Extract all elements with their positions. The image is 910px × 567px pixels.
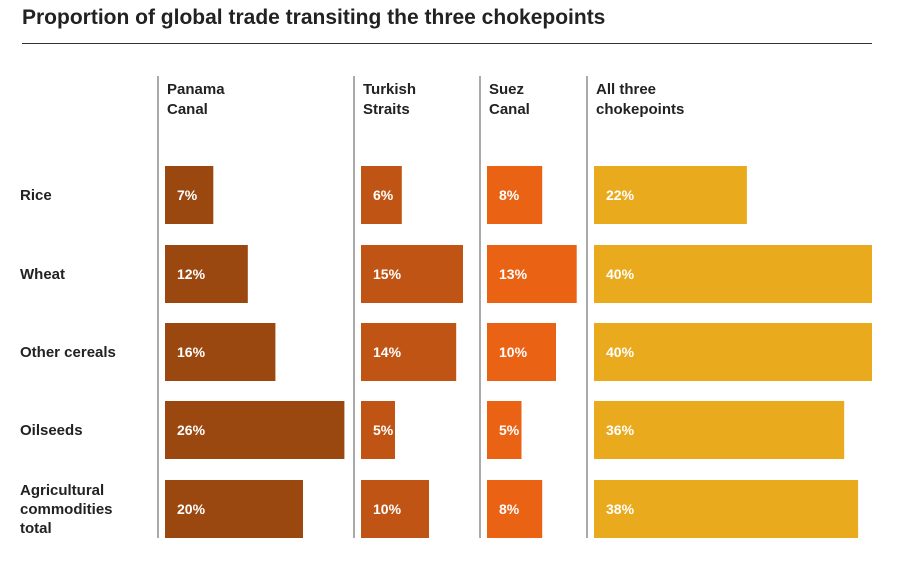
row-label-wheat: Wheat xyxy=(20,266,65,283)
value-label-suez-canal-rice: 8% xyxy=(499,187,520,203)
row-label-oilseeds: Oilseeds xyxy=(20,422,83,439)
bar-turkish-straits-other-cereals xyxy=(361,323,457,381)
bar-turkish-straits-wheat xyxy=(361,245,463,303)
bar-all-three-chokepoints-oilseeds xyxy=(594,401,845,459)
row-label-rice: Rice xyxy=(20,187,52,204)
bar-all-three-chokepoints-rice xyxy=(594,166,747,224)
chart-title: Proportion of global trade transiting th… xyxy=(22,6,606,29)
value-label-suez-canal-other-cereals: 10% xyxy=(499,344,528,360)
bar-suez-canal-agricultural-commodities-total xyxy=(487,480,543,538)
bar-all-three-chokepoints-wheat xyxy=(594,245,872,303)
value-label-suez-canal-oilseeds: 5% xyxy=(499,422,520,438)
value-label-turkish-straits-wheat: 15% xyxy=(373,266,402,282)
row-label-other-cereals: Other cereals xyxy=(20,344,116,361)
value-label-turkish-straits-rice: 6% xyxy=(373,187,394,203)
bar-all-three-chokepoints-agricultural-commodities-total xyxy=(594,480,859,538)
bar-turkish-straits-rice xyxy=(361,166,402,224)
bar-panama-canal-oilseeds xyxy=(165,401,345,459)
bar-suez-canal-rice xyxy=(487,166,543,224)
bar-panama-canal-wheat xyxy=(165,245,248,303)
value-label-turkish-straits-other-cereals: 14% xyxy=(373,344,402,360)
value-label-panama-canal-agricultural-commodities-total: 20% xyxy=(177,501,206,517)
bar-suez-canal-wheat xyxy=(487,245,577,303)
value-label-all-three-chokepoints-wheat: 40% xyxy=(606,266,635,282)
value-label-suez-canal-agricultural-commodities-total: 8% xyxy=(499,501,520,517)
column-header-suez-canal: Suez Canal xyxy=(489,81,530,118)
bar-turkish-straits-agricultural-commodities-total xyxy=(361,480,429,538)
bar-suez-canal-other-cereals xyxy=(487,323,556,381)
bar-all-three-chokepoints-other-cereals xyxy=(594,323,872,381)
bar-panama-canal-rice xyxy=(165,166,214,224)
column-header-turkish-straits: Turkish Straits xyxy=(363,81,416,118)
value-label-turkish-straits-agricultural-commodities-total: 10% xyxy=(373,501,402,517)
bar-panama-canal-other-cereals xyxy=(165,323,276,381)
value-label-turkish-straits-oilseeds: 5% xyxy=(373,422,394,438)
value-label-all-three-chokepoints-rice: 22% xyxy=(606,187,635,203)
value-label-panama-canal-wheat: 12% xyxy=(177,266,206,282)
value-label-panama-canal-oilseeds: 26% xyxy=(177,422,206,438)
bar-suez-canal-oilseeds xyxy=(487,401,522,459)
bar-turkish-straits-oilseeds xyxy=(361,401,395,459)
value-label-panama-canal-rice: 7% xyxy=(177,187,198,203)
value-label-all-three-chokepoints-other-cereals: 40% xyxy=(606,344,635,360)
column-header-panama-canal: Panama Canal xyxy=(167,81,225,118)
bar-panama-canal-agricultural-commodities-total xyxy=(165,480,303,538)
value-label-all-three-chokepoints-oilseeds: 36% xyxy=(606,422,635,438)
title-divider xyxy=(22,43,872,44)
row-label-agricultural-commodities-total: Agricultural commodities total xyxy=(20,482,113,537)
value-label-all-three-chokepoints-agricultural-commodities-total: 38% xyxy=(606,501,635,517)
column-header-all-three-chokepoints: All three chokepoints xyxy=(596,81,684,118)
value-label-panama-canal-other-cereals: 16% xyxy=(177,344,206,360)
value-label-suez-canal-wheat: 13% xyxy=(499,266,528,282)
